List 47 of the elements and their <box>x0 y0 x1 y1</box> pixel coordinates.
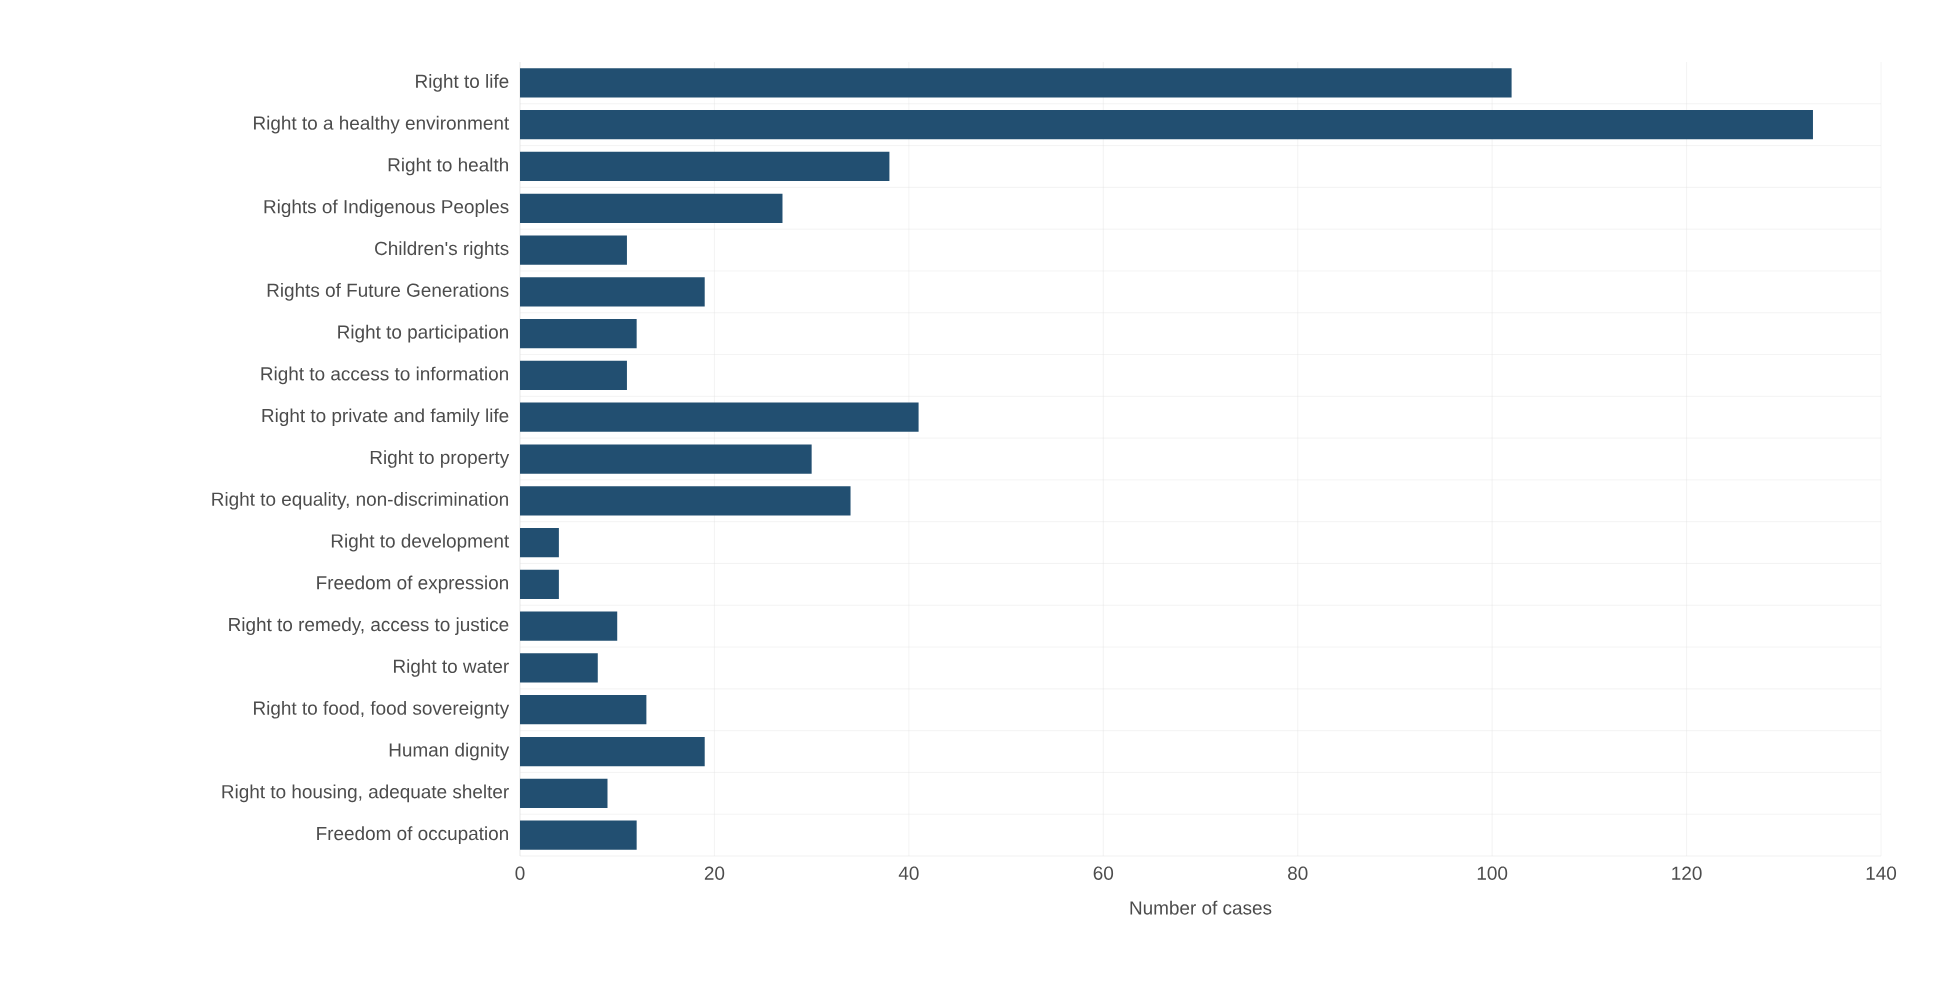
y-tick-label: Freedom of expression <box>317 575 508 594</box>
bar <box>520 319 637 349</box>
y-tick-label: Rights of Future Generations <box>267 283 509 301</box>
x-tick-label: 0 <box>515 866 525 880</box>
x-tick-label: 100 <box>1477 866 1508 880</box>
y-tick-label: Children's rights <box>375 241 509 259</box>
y-tick-label: Freedom of occupation <box>317 826 508 844</box>
bar <box>520 569 559 599</box>
bar <box>520 444 812 474</box>
y-tick-label: Right to private and family life <box>262 408 509 427</box>
y-tick-label: Right to a healthy environment <box>254 115 510 134</box>
x-axis-title: Number of cases <box>1130 900 1272 915</box>
bar <box>520 235 627 265</box>
bar <box>520 486 851 516</box>
y-tick-label: Right to food, food sovereignty <box>254 700 510 719</box>
bar <box>520 151 890 182</box>
bar <box>520 611 618 641</box>
bar <box>520 778 608 808</box>
x-tick-label: 60 <box>1093 866 1114 880</box>
y-tick-label: Right to property <box>370 450 510 468</box>
bar <box>520 402 919 432</box>
y-tick-label: Right to participation <box>338 324 508 343</box>
bar <box>520 653 598 683</box>
bar <box>520 695 647 725</box>
x-tick-label: 20 <box>704 866 725 880</box>
y-tick-label: Right to remedy, access to justice <box>229 617 509 635</box>
y-tick-label: Right to access to information <box>261 366 508 385</box>
bar <box>520 193 783 223</box>
y-tick-label: Human dignity <box>389 742 510 761</box>
bar <box>520 277 705 307</box>
y-tick-label: Right to housing, adequate shelter <box>222 784 509 803</box>
y-tick-label: Right to development <box>331 533 510 552</box>
bar <box>520 820 637 850</box>
x-tick-label: 120 <box>1672 866 1702 880</box>
x-tick-label: 40 <box>898 866 919 880</box>
x-tick-label: 80 <box>1288 866 1308 880</box>
y-tick-label: Right to life <box>416 74 509 92</box>
y-tick-label: Right to health <box>388 157 508 176</box>
bar <box>520 736 705 767</box>
x-tick-label: 140 <box>1866 866 1897 880</box>
bar <box>520 360 627 391</box>
bar <box>520 527 559 558</box>
bar <box>520 68 1512 98</box>
y-tick-label: Rights of Indigenous Peoples <box>264 199 509 218</box>
bar <box>520 110 1813 140</box>
y-tick-label: Right to water <box>394 659 509 677</box>
y-tick-label: Right to equality, non-discrimination <box>212 491 508 510</box>
